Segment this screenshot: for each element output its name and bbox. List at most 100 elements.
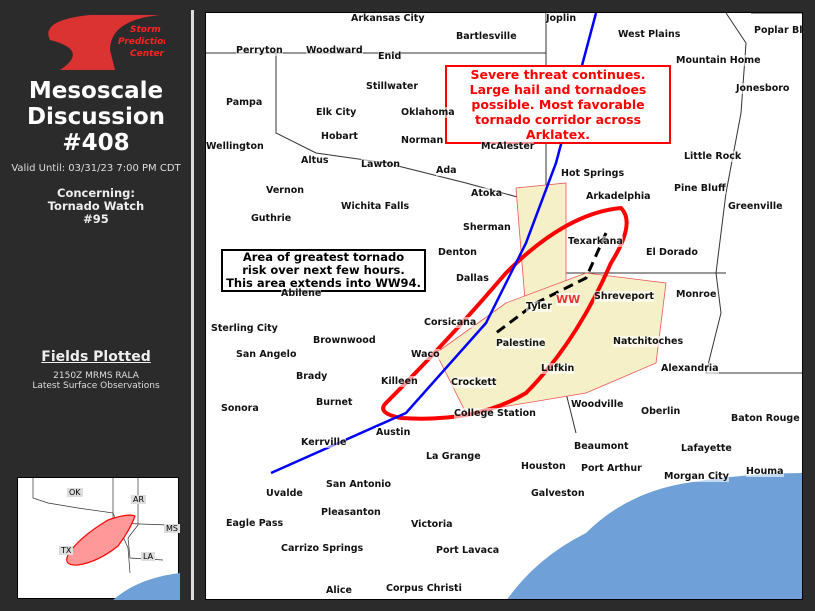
inset-label-ok: OK xyxy=(67,488,83,497)
watch-label: WW xyxy=(556,293,581,306)
city-label: Wichita Falls xyxy=(341,201,410,212)
md-number: #408 xyxy=(62,130,130,156)
divider xyxy=(191,10,194,600)
city-label: Sterling City xyxy=(211,323,278,334)
concerning: Concerning: Tornado Watch #95 xyxy=(0,187,192,226)
logo-text-1: Storm xyxy=(130,25,161,35)
city-label: Oberlin xyxy=(641,406,681,417)
inset-label-tx: TX xyxy=(59,546,74,555)
city-label: Crockett xyxy=(451,377,497,388)
inset-label-ms: MS xyxy=(164,524,180,533)
city-label: Burnet xyxy=(316,397,353,408)
city-label: Arkadelphia xyxy=(586,191,651,202)
city-label: Oklahoma xyxy=(401,107,455,118)
city-label: San Angelo xyxy=(236,349,297,360)
city-label: Killeen xyxy=(381,376,418,387)
city-label: Hot Springs xyxy=(561,168,625,179)
city-label: Norman xyxy=(401,135,444,146)
city-label: Beaumont xyxy=(574,441,629,452)
city-label: Poplar Blu xyxy=(754,25,802,36)
city-label: Perryton xyxy=(236,45,283,56)
city-label: Enid xyxy=(378,51,402,62)
city-label: Texarkana xyxy=(568,236,623,247)
city-label: College Station xyxy=(454,408,536,419)
city-label: Denton xyxy=(438,247,477,258)
city-label: Dallas xyxy=(456,273,489,284)
city-label: Sonora xyxy=(221,403,259,414)
city-label: Lawton xyxy=(361,159,401,170)
city-label: Brownwood xyxy=(313,335,376,346)
city-label: Pampa xyxy=(226,97,263,108)
city-label: Alexandria xyxy=(661,363,719,374)
city-label: Little Rock xyxy=(684,151,742,162)
city-label: Hobart xyxy=(321,131,358,142)
city-label: Palestine xyxy=(496,338,546,349)
city-label: Atoka xyxy=(471,188,503,199)
city-label: Lafayette xyxy=(681,443,732,454)
city-label: Altus xyxy=(301,155,329,166)
city-label: Eagle Pass xyxy=(226,518,284,529)
city-label: Jonesboro xyxy=(736,83,790,94)
note-line: This area extends into WW94. xyxy=(226,276,421,290)
city-label: Greenville xyxy=(728,201,783,212)
city-label: Houston xyxy=(521,461,566,472)
city-label: Natchitoches xyxy=(613,336,684,347)
note-line: Large hail and tornadoes xyxy=(469,82,647,97)
note-line: risk over next few hours. xyxy=(242,263,405,277)
city-label: Morgan City xyxy=(664,471,729,482)
note-line: Severe threat continues. xyxy=(470,67,646,82)
city-label: Port Arthur xyxy=(581,463,642,474)
inset-map: OK AR MS TX LA xyxy=(17,477,180,600)
threat-annotation: Severe threat continues. Large hail and … xyxy=(445,65,671,144)
city-label: El Dorado xyxy=(646,247,698,258)
note-line: possible. Most favorable xyxy=(471,97,645,112)
city-label: Corsicana xyxy=(424,317,477,328)
inset-label-ar: AR xyxy=(131,495,147,504)
city-label: Mountain Home xyxy=(676,55,761,66)
note-line: Area of greatest tornado xyxy=(242,250,405,264)
city-label: Port Lavaca xyxy=(436,545,500,556)
city-label: Carrizo Springs xyxy=(281,543,364,554)
city-label: Monroe xyxy=(676,289,717,300)
city-label: Pine Bluff xyxy=(674,183,726,194)
title-line-1: Mesoscale xyxy=(28,78,164,104)
fields-list: 2150Z MRMS RALA Latest Surface Observati… xyxy=(0,371,192,391)
city-label: Corpus Christi xyxy=(386,583,462,594)
field-item: 2150Z MRMS RALA xyxy=(53,371,139,381)
city-label: Tyler xyxy=(526,301,552,312)
city-label: Abilene xyxy=(281,288,322,299)
city-label: Ada xyxy=(436,165,457,176)
map-graphics xyxy=(206,13,802,599)
title-line-2: Discussion xyxy=(26,104,166,130)
city-label: Joplin xyxy=(546,13,577,24)
city-label: Victoria xyxy=(411,519,453,530)
city-label: Stillwater xyxy=(366,81,419,92)
note-line: tornado corridor across Arklatex. xyxy=(474,112,642,142)
logo-text-3: Center xyxy=(130,49,165,59)
spc-logo: Storm Prediction Center xyxy=(48,15,165,70)
city-label: Galveston xyxy=(531,488,585,499)
city-label: Sherman xyxy=(463,222,511,233)
area-annotation: Area of greatest tornado risk over next … xyxy=(221,249,426,292)
city-label: Arkansas City xyxy=(351,13,425,24)
city-label: Waco xyxy=(411,349,440,360)
city-label: Guthrie xyxy=(251,213,292,224)
city-label: West Plains xyxy=(618,29,681,40)
city-label: Alice xyxy=(326,585,352,596)
logo-text-2: Prediction xyxy=(118,37,165,47)
city-label: Baton Rouge xyxy=(731,413,800,424)
city-label: Pleasanton xyxy=(321,507,381,518)
city-label: Brady xyxy=(296,371,328,382)
city-label: Woodward xyxy=(306,45,363,56)
field-item: Latest Surface Observations xyxy=(32,381,160,391)
map-panel: Severe threat continues. Large hail and … xyxy=(205,12,803,600)
city-label: Bartlesville xyxy=(456,31,517,42)
city-label: Woodville xyxy=(571,399,624,410)
city-label: San Antonio xyxy=(326,479,392,490)
city-label: Elk City xyxy=(316,107,357,118)
valid-until: Valid Until: 03/31/23 7:00 PM CDT xyxy=(11,163,181,174)
city-label: Houma xyxy=(746,466,784,477)
city-label: Uvalde xyxy=(266,488,303,499)
city-label: Wellington xyxy=(206,141,264,152)
concerning-number: #95 xyxy=(83,212,109,226)
